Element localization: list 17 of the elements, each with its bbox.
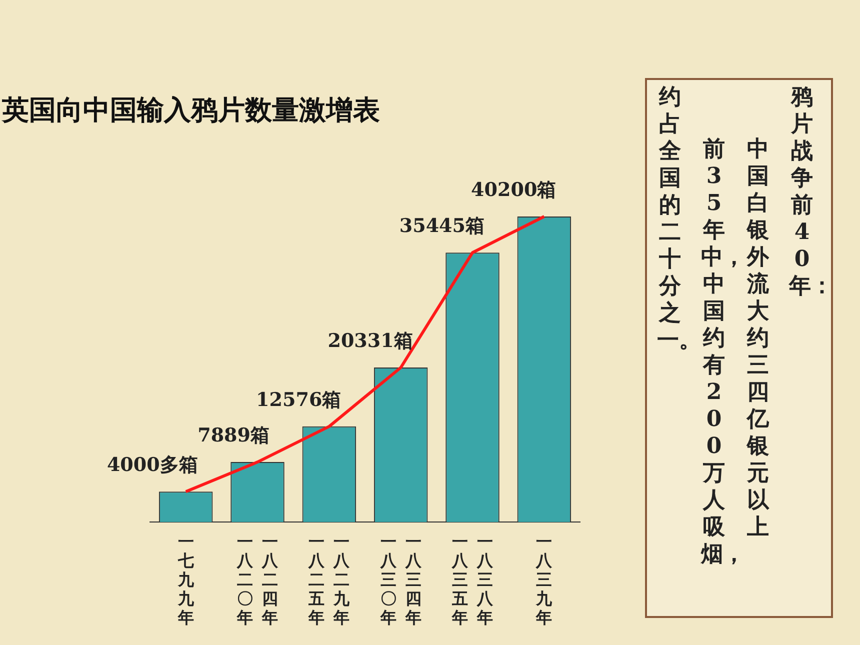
category-label: 一八二五年一八二九年 [308,532,350,627]
data-label: 35445箱 [399,215,484,238]
x-tick-label: 一八三九年 [534,532,554,627]
data-label: 4000多箱 [106,454,198,476]
text: 中国白银外流大约三四亿银元以上 [747,136,769,540]
data-label: 40200箱 [471,178,556,201]
chart-title: 英国向中国输入鸦片数量激增表 [2,94,380,128]
category-label: 一八二〇年一八二四年 [237,532,278,627]
x-tick-label: 一七九九年 [176,532,195,627]
category-label: 一八三〇年一八三四年 [380,532,422,627]
text: 前35年中，中国约有200万人吸烟， [701,136,745,567]
text: 鸦片战争前40年： [789,84,833,301]
category-label: 一八三五年一八三八年 [452,532,493,627]
text: 约占全国的二十分之一。 [657,84,701,353]
data-label: 12576箱 [256,388,342,411]
data-label: 20331箱 [328,330,413,352]
data-label: 7889箱 [198,424,270,446]
